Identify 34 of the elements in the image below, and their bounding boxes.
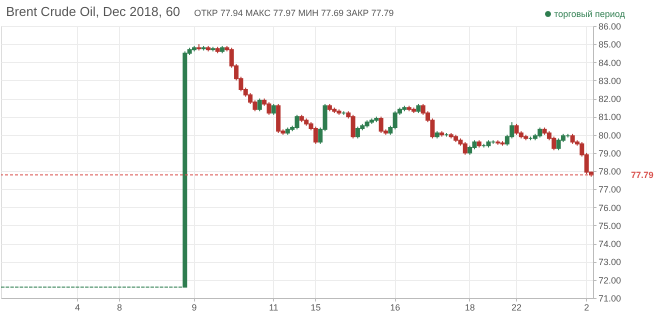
y-tick-label: 75.00 <box>598 220 622 231</box>
x-tick-label: 4 <box>74 302 80 312</box>
y-tick-label: 82.00 <box>598 94 622 104</box>
y-tick-label: 84.00 <box>598 58 622 68</box>
x-tick-label: 8 <box>117 302 122 312</box>
candlestick <box>313 126 318 144</box>
y-tick-label: 77.00 <box>598 184 622 195</box>
x-tick-label: 22 <box>512 302 522 312</box>
x-tick-label: 18 <box>464 302 475 312</box>
x-tick-label: 2 <box>584 302 590 312</box>
candlestick <box>257 98 262 112</box>
ref-line-label: 77.79 <box>631 170 654 180</box>
candlestick <box>468 145 472 156</box>
x-tick-label: 9 <box>192 302 197 312</box>
chart-title: Brent Crude Oil, Dec 2018, 60 <box>6 4 180 19</box>
y-tick-label: 85.00 <box>598 40 622 50</box>
candlestick <box>271 103 276 116</box>
y-tick-label: 72.00 <box>598 275 622 286</box>
y-tick-label: 74.00 <box>598 239 622 250</box>
x-tick-label: 16 <box>390 302 400 312</box>
y-tick-label: 73.00 <box>598 257 622 268</box>
chart-subtitle: ОТКР 77.94 МАКС 77.97 МИН 77.69 ЗАКР 77.79 <box>194 8 394 18</box>
y-tick-label: 76.00 <box>598 202 622 213</box>
y-tick-label: 81.00 <box>598 112 622 122</box>
x-tick-label: 15 <box>310 302 321 312</box>
candlestick <box>416 103 421 114</box>
y-tick-label: 80.00 <box>598 130 622 140</box>
y-tick-label: 86.00 <box>598 22 622 32</box>
y-tick-label: 79.00 <box>598 148 622 158</box>
text: торговый период <box>554 9 625 19</box>
y-tick-label: 78.00 <box>598 166 622 177</box>
y-tick-label: 71.00 <box>598 294 622 304</box>
y-tick-label: 83.00 <box>598 76 622 86</box>
x-tick-label: 11 <box>268 302 278 312</box>
